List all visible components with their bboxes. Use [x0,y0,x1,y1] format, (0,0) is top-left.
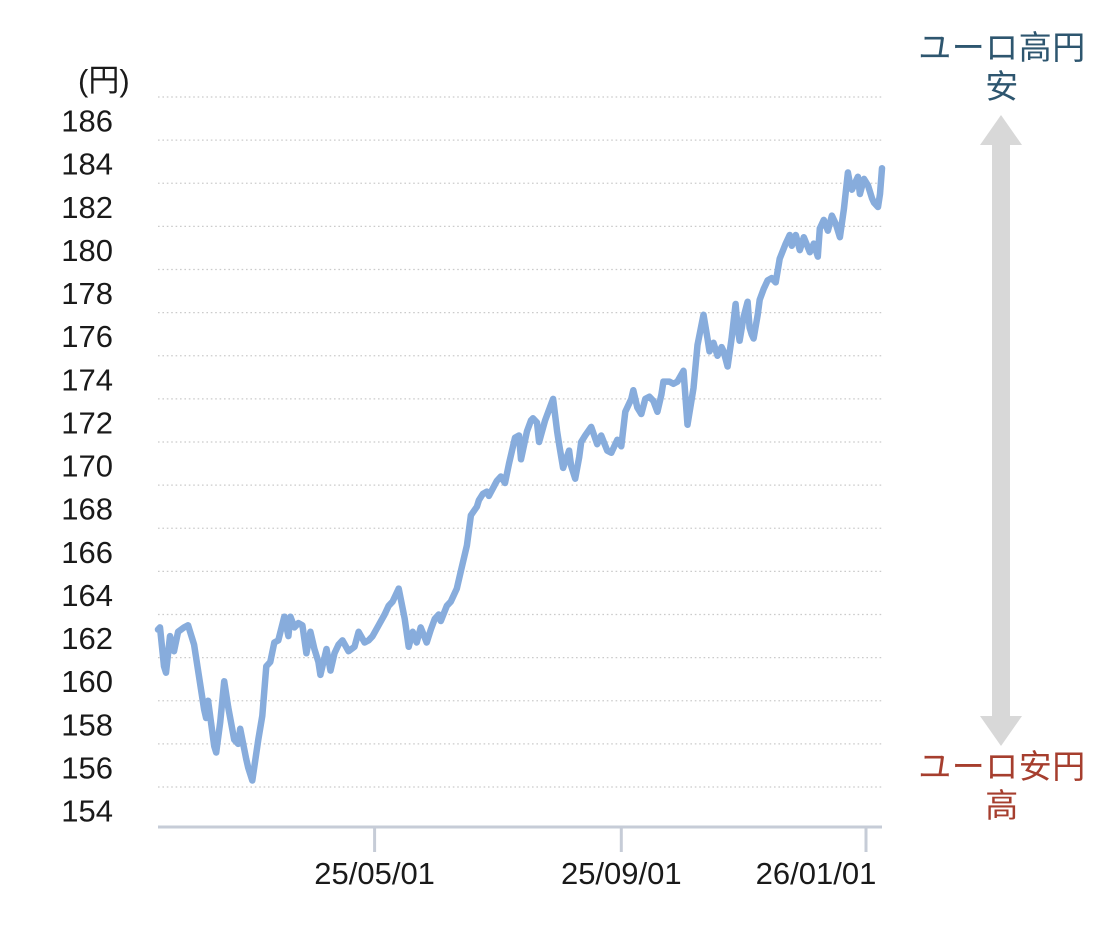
svg-text:25/05/01: 25/05/01 [314,856,435,891]
svg-text:168: 168 [61,492,113,527]
svg-text:156: 156 [61,750,113,785]
svg-text:176: 176 [61,319,113,354]
svg-text:26/01/01: 26/01/01 [756,856,877,891]
svg-text:174: 174 [61,362,113,397]
svg-text:154: 154 [61,794,113,829]
svg-text:162: 162 [61,621,113,656]
euro-strong-yen-weak-label: ユーロ高円安 [918,29,1086,105]
svg-text:25/09/01: 25/09/01 [561,856,682,891]
svg-text:178: 178 [61,276,113,311]
svg-text:170: 170 [61,449,113,484]
svg-text:184: 184 [61,147,113,182]
svg-text:166: 166 [61,535,113,570]
svg-text:158: 158 [61,707,113,742]
svg-text:182: 182 [61,190,113,225]
svg-text:180: 180 [61,233,113,268]
svg-text:186: 186 [61,104,113,139]
up-arrowhead-icon [980,115,1022,145]
down-arrowhead-icon [980,716,1022,746]
svg-text:172: 172 [61,405,113,440]
y-axis-unit-label: (円) [78,63,130,98]
svg-text:164: 164 [61,578,113,613]
euro-weak-yen-strong-label: ユーロ安円高 [918,748,1086,824]
arrow-shaft [992,144,1010,718]
svg-text:160: 160 [61,664,113,699]
